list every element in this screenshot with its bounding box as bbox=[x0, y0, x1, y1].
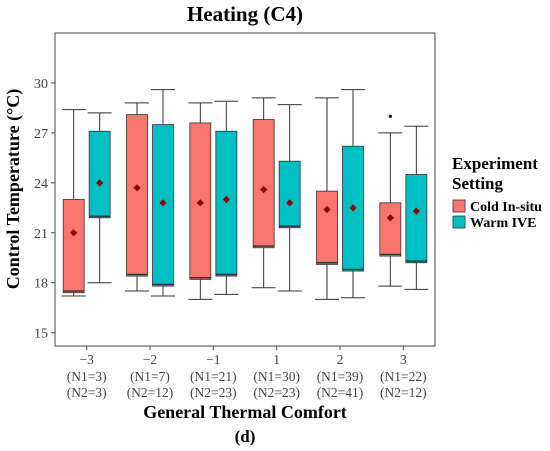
x-tick-n1-label: (N1=39) bbox=[317, 369, 364, 384]
mean-marker bbox=[196, 199, 204, 207]
legend-title-line-1: Experiment bbox=[452, 154, 538, 173]
mean-marker bbox=[222, 195, 230, 204]
box-warm-ive bbox=[404, 125, 429, 290]
x-tick-label: −1 bbox=[206, 352, 220, 367]
legend-item-label: Warm IVE bbox=[470, 216, 537, 231]
x-tick-label: −3 bbox=[79, 352, 94, 367]
x-tick-n1-label: (N1=21) bbox=[190, 369, 237, 384]
iqr-box bbox=[88, 130, 111, 219]
chart-title: Heating (C4) bbox=[187, 2, 303, 26]
y-tick-label: 27 bbox=[34, 127, 48, 142]
iqr-box bbox=[278, 160, 301, 229]
y-tick-label: 24 bbox=[34, 177, 48, 192]
box-cold-in-situ bbox=[188, 102, 213, 300]
box-warm-ive bbox=[214, 100, 239, 295]
plot-panel bbox=[54, 32, 436, 347]
outlier-point bbox=[388, 114, 392, 118]
box-cold-in-situ bbox=[61, 109, 86, 297]
x-tick-n2-label: (N2=12) bbox=[380, 385, 427, 400]
mean-marker bbox=[349, 204, 357, 212]
box-cold-in-situ bbox=[251, 97, 276, 289]
x-tick-n1-label: (N1=3) bbox=[67, 369, 107, 384]
box-warm-ive bbox=[341, 89, 365, 299]
mean-marker bbox=[260, 185, 268, 194]
y-tick-label: 15 bbox=[34, 327, 48, 342]
mean-marker bbox=[323, 205, 331, 214]
mean-marker bbox=[70, 229, 78, 237]
x-tick-n2-label: (N2=23) bbox=[253, 385, 300, 400]
x-tick-n1-label: (N1=30) bbox=[253, 369, 300, 384]
x-tick-n2-label: (N2=23) bbox=[190, 385, 237, 400]
legend-title-line-2: Setting bbox=[452, 174, 504, 193]
x-tick-label: −2 bbox=[143, 352, 157, 367]
iqr-box bbox=[126, 114, 148, 277]
x-tick-n2-label: (N2=41) bbox=[317, 385, 364, 400]
x-tick-n2-label: (N2=12) bbox=[127, 385, 174, 400]
box-warm-ive bbox=[151, 89, 175, 297]
mean-marker bbox=[133, 184, 141, 192]
y-axis: 15 18 21 24 27 30 bbox=[34, 77, 55, 342]
iqr-box bbox=[62, 199, 85, 294]
iqr-box bbox=[316, 190, 338, 265]
mean-marker bbox=[159, 199, 167, 207]
box-warm-ive bbox=[87, 112, 112, 284]
mean-marker bbox=[286, 199, 294, 207]
box-cold-in-situ bbox=[315, 97, 339, 300]
mean-marker bbox=[412, 207, 420, 215]
y-tick-label: 21 bbox=[34, 227, 48, 242]
x-axis-label: General Thermal Comfort bbox=[143, 402, 347, 422]
box-plot-series bbox=[61, 89, 429, 300]
y-tick-label: 30 bbox=[34, 77, 48, 92]
mean-marker bbox=[96, 179, 104, 187]
x-tick-n1-label: (N1=22) bbox=[380, 369, 427, 384]
iqr-box bbox=[379, 202, 402, 257]
iqr-box bbox=[405, 174, 428, 264]
x-tick-n2-label: (N2=3) bbox=[67, 385, 107, 400]
iqr-box bbox=[252, 119, 275, 249]
x-axis: −3(N1=3)(N2=3)−2(N1=7)(N2=12)−1(N1=21)(N… bbox=[67, 346, 427, 400]
legend-swatch bbox=[452, 199, 466, 213]
y-axis-label: Control Temperature (°C) bbox=[3, 89, 24, 290]
iqr-box bbox=[215, 130, 238, 277]
legend-swatch bbox=[452, 215, 466, 229]
box-cold-in-situ bbox=[378, 114, 403, 287]
legend-item-label: Cold In-situ bbox=[470, 200, 542, 215]
panel-label: (d) bbox=[235, 427, 256, 446]
box-warm-ive bbox=[277, 104, 302, 292]
y-tick-label: 18 bbox=[34, 277, 48, 292]
x-tick-n1-label: (N1=7) bbox=[130, 369, 170, 384]
mean-marker bbox=[386, 214, 394, 222]
x-tick-label: 3 bbox=[400, 352, 407, 367]
x-tick-label: 2 bbox=[337, 352, 344, 367]
x-tick-label: 1 bbox=[273, 352, 280, 367]
box-cold-in-situ bbox=[125, 102, 149, 292]
